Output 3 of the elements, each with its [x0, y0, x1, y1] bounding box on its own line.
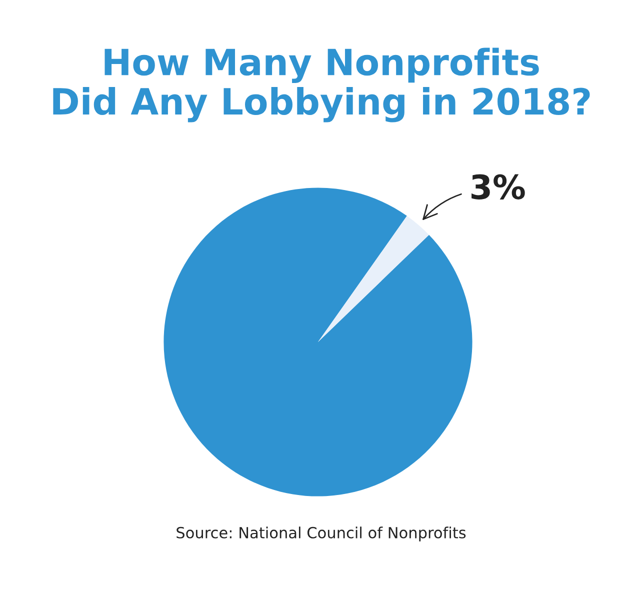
data-label: 3% [472, 174, 525, 200]
source-note: Source: National Council of Nonprofits [176, 526, 466, 542]
chart-title: How Many Nonprofits Did Any Lobbying in 2018? [53, 48, 590, 122]
